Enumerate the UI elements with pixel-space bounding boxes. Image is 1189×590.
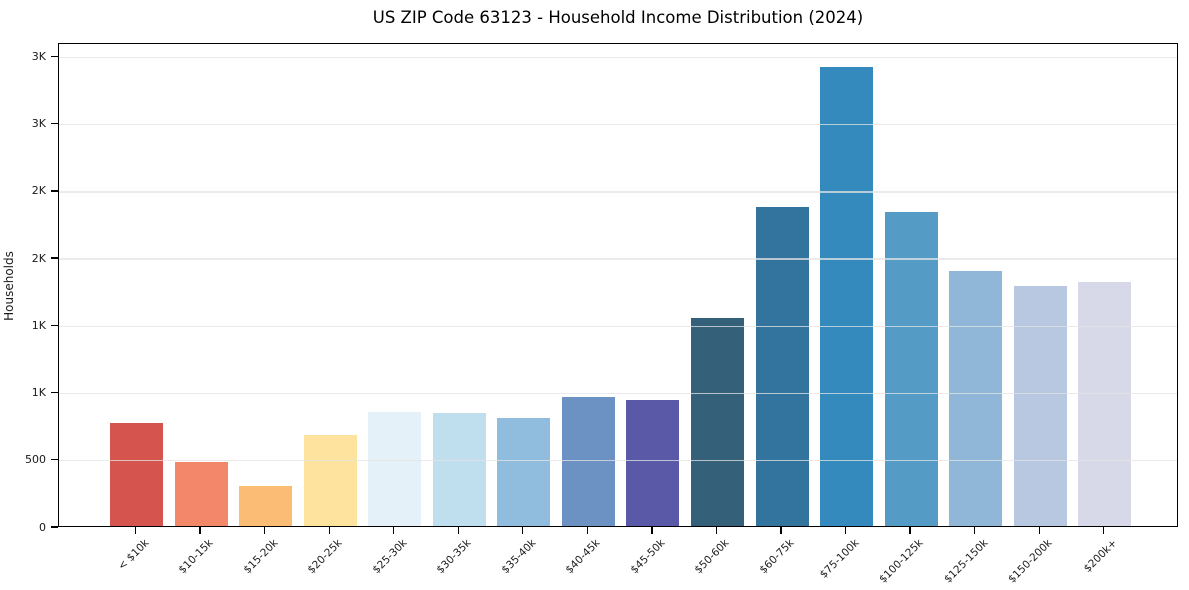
bar-$200k+ [1078,281,1132,526]
y-tick-label: 2K [31,251,46,265]
bar-$20-25k [303,434,357,526]
x-tick-label: $50-60k [692,537,732,577]
x-tick-mark [844,527,847,534]
y-tick-label: 1K [31,386,46,400]
bar-$40-45k [561,396,615,526]
x-tick-label: $20-25k [305,537,345,577]
y-tick-mark [51,55,58,58]
bar-$10-15k [174,462,228,526]
x-tick-label: $30-35k [434,537,474,577]
x-tick-mark [1038,527,1040,534]
x-tick-label: $60-75k [757,537,797,577]
x-tick-label: $200k+ [1081,537,1120,575]
x-tick-mark [263,527,266,534]
bar-< $10k [110,423,163,526]
y-tick-mark [51,123,58,125]
x-tick-label: $125-150k [941,537,991,586]
bar-layer [59,44,1177,526]
bar-$30-35k [432,413,486,526]
y-tick-mark [51,257,58,259]
x-tick-label: $100-125k [877,537,926,586]
y-tick-label: 3K [31,117,46,131]
x-tick-label: $35-40k [499,537,539,577]
x-tick-mark [586,527,588,534]
plot-area [58,43,1178,527]
x-tick-mark [651,527,653,534]
bar-$15-20k [239,486,293,526]
x-tick-mark [328,527,330,534]
x-tick-label: $150-200k [1006,537,1055,586]
y-tick-mark [51,190,58,192]
x-tick-mark [909,527,911,534]
y-tick-mark [51,391,58,394]
bar-$100-125k [884,212,938,526]
x-tick-label: < $10k [115,537,151,573]
y-tick-label: 1K [31,318,46,332]
y-tick-mark [51,526,58,528]
x-tick-label: $75-100k [817,537,862,581]
y-tick-label: 2K [31,184,46,198]
bar-$50-60k [690,318,744,526]
y-tick-mark [51,324,58,326]
x-tick-mark [1103,527,1105,534]
x-tick-label: $40-45k [563,537,603,577]
y-tick-label: 500 [25,453,46,467]
bar-$60-75k [755,207,809,526]
bar-$35-40k [497,417,551,526]
chart-title: US ZIP Code 63123 - Household Income Dis… [372,8,864,27]
x-tick-mark [974,527,976,534]
x-tick-label: $45-50k [628,537,668,577]
bar-$25-30k [368,412,422,526]
x-tick-mark [199,527,201,534]
y-tick-label: 3K [31,49,46,63]
x-tick-label: $10-15k [176,537,216,577]
x-tick-label: $15-20k [240,537,281,577]
bar-$125-150k [949,271,1003,526]
x-tick-mark [715,527,718,534]
x-tick-mark [134,527,137,534]
bar-$150-200k [1013,286,1067,526]
bar-$45-50k [626,399,680,526]
x-tick-mark [780,527,782,534]
x-tick-mark [457,527,459,534]
x-tick-label: $25-30k [370,537,410,577]
x-tick-mark [522,527,524,534]
x-tick-mark [393,527,395,534]
y-tick-label: 0 [39,520,46,534]
y-tick-mark [51,459,58,461]
bar-$75-100k [820,66,874,526]
